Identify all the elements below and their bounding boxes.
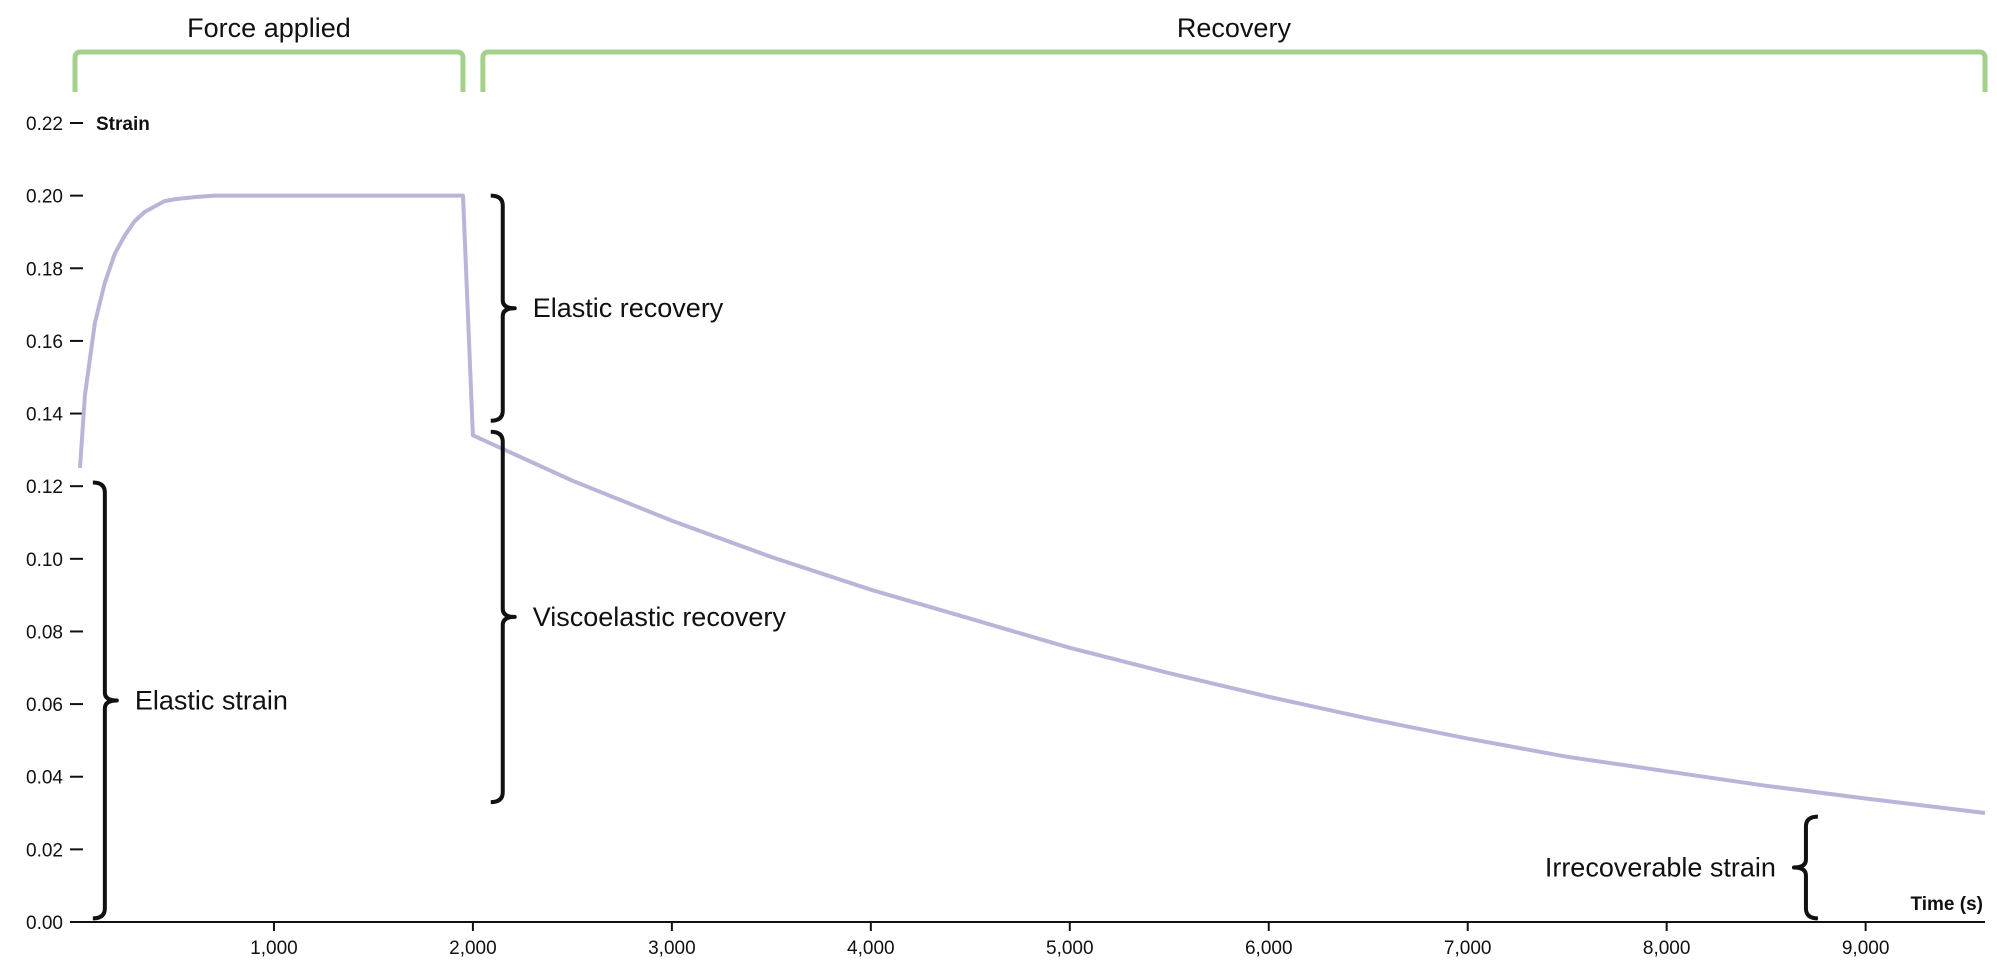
y-tick-label: 0.22: [26, 114, 63, 135]
y-tick-label: 0.06: [26, 695, 63, 716]
annotations: Elastic strain Elastic recovery Viscoelast…: [92, 193, 1819, 921]
curly-brace: [1791, 814, 1819, 921]
x-tick-label: 7,000: [1444, 938, 1492, 959]
x-axis-title: Time (s): [1910, 894, 1983, 915]
phase-label: Force applied: [187, 13, 351, 43]
y-tick-label: 0.14: [26, 405, 63, 426]
y-tick-label: 0.04: [26, 768, 63, 789]
annotation-label: Elastic strain: [135, 685, 288, 715]
y-tick-label: 0.12: [26, 477, 63, 498]
curly-brace: [490, 193, 517, 423]
x-tick-label: 4,000: [847, 938, 895, 959]
x-tick-label: 2,000: [449, 938, 497, 959]
x-tick-label: 9,000: [1842, 938, 1890, 959]
phase-bracket: [72, 49, 466, 92]
annotation-label: Irrecoverable strain: [1545, 853, 1776, 883]
y-tick-label: 0.20: [26, 187, 63, 208]
x-tick-label: 6,000: [1245, 938, 1293, 959]
axes: Time (s) Strain 0.00 0.02 0.04 0.06 0.08 0.10…: [26, 114, 1985, 959]
y-tick-label: 0.16: [26, 332, 63, 353]
y-tick-label: 0.08: [26, 622, 63, 643]
x-tick-label: 8,000: [1643, 938, 1691, 959]
strain-line: [78, 193, 1986, 815]
y-tick-label: 0.00: [26, 913, 63, 934]
y-tick-label: 0.10: [26, 550, 63, 571]
y-tick-label: 0.02: [26, 840, 63, 861]
x-tick-label: 5,000: [1046, 938, 1094, 959]
curly-brace: [92, 480, 119, 921]
y-axis-title: Strain: [96, 114, 150, 135]
curly-brace: [490, 429, 517, 805]
series-layer: [78, 193, 1986, 815]
phase-label: Recovery: [1177, 13, 1292, 43]
x-tick-label: 3,000: [648, 938, 696, 959]
y-tick-label: 0.18: [26, 259, 63, 280]
x-tick-label: 1,000: [250, 938, 298, 959]
phase-brackets: Force applied Recovery: [72, 13, 1988, 92]
annotation-label: Elastic recovery: [533, 293, 724, 323]
annotation-label: Viscoelastic recovery: [533, 602, 787, 632]
phase-bracket: [480, 49, 1988, 92]
